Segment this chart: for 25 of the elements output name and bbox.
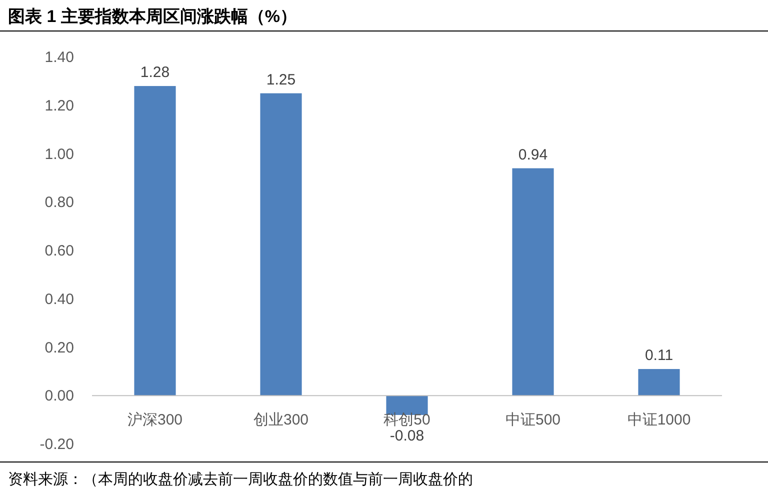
x-tick-label: 中证1000 — [627, 412, 691, 429]
x-tick-label: 中证500 — [505, 412, 561, 429]
data-label: 0.94 — [518, 146, 548, 164]
bar — [134, 86, 176, 396]
chart-title: 图表 1 主要指数本周区间涨跌幅（%） — [8, 7, 298, 26]
y-tick-label: -0.20 — [40, 436, 74, 453]
data-label: 1.28 — [140, 64, 170, 82]
data-label: 0.11 — [644, 347, 674, 364]
y-tick-label: 1.40 — [44, 49, 74, 66]
x-tick-label: 创业300 — [253, 412, 309, 429]
bar — [638, 369, 680, 396]
y-tick-label: 0.60 — [44, 242, 74, 260]
y-tick-label: 1.20 — [44, 97, 74, 114]
data-label: 1.25 — [266, 71, 296, 88]
y-tick-label: 0.40 — [44, 290, 74, 308]
y-tick-label: 0.80 — [44, 194, 74, 212]
data-label: -0.08 — [390, 428, 424, 445]
y-tick-label: 0.00 — [44, 388, 74, 405]
y-tick-label: 0.20 — [44, 339, 74, 356]
x-tick-label: 科创50 — [384, 412, 430, 429]
bar — [260, 93, 302, 396]
x-tick-label: 沪深300 — [127, 412, 183, 429]
y-tick-label: 1.00 — [44, 146, 74, 163]
text: 资料来源：（本周的收盘价减去前一周收盘价的数值与前一周收盘价的 — [8, 471, 473, 488]
bar — [512, 168, 554, 396]
